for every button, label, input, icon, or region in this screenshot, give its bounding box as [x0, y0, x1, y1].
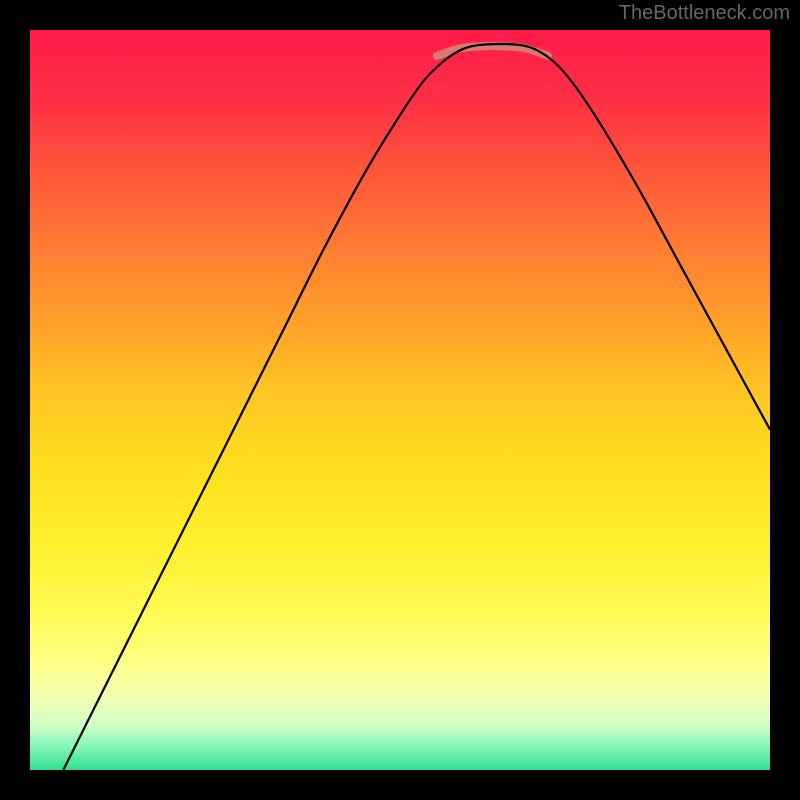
- bottleneck-curve: [63, 44, 770, 770]
- curve-layer: [30, 30, 770, 770]
- plot-area: [30, 30, 770, 770]
- watermark-text: TheBottleneck.com: [619, 2, 790, 25]
